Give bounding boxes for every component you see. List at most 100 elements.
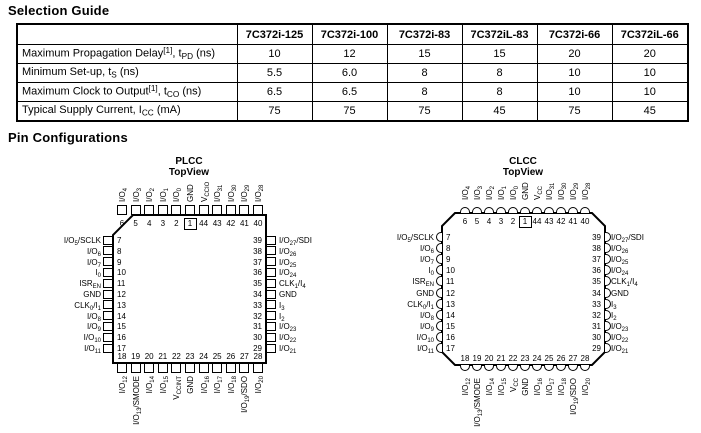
pin-label: I/O10	[339, 333, 434, 344]
pin-label: I/O2	[145, 187, 156, 202]
pin-left	[103, 235, 113, 245]
pin-label: I/O3	[473, 186, 484, 200]
text: I/O	[213, 191, 223, 202]
pin-number: 11	[446, 277, 455, 287]
subscript-text: 0	[97, 273, 101, 280]
subscript-text: CO	[166, 90, 180, 100]
pin-left	[103, 321, 113, 331]
subscript-text: 1	[430, 304, 434, 311]
row-label: Maximum Propagation Delay[1], tPD (ns)	[16, 44, 238, 64]
pin-number: 34	[253, 290, 262, 299]
table-cell-value: 10	[536, 63, 613, 83]
table-row: Typical Supply Current, ICC (mA) 75 75 75 45…	[16, 101, 689, 122]
text: I/O	[83, 333, 95, 343]
pin-right	[605, 309, 611, 320]
table-row: Maximum Propagation Delay[1], tPD (ns) 10…	[16, 44, 689, 64]
pin-bottom	[185, 363, 195, 373]
text: I/O	[611, 332, 622, 342]
pin-top	[171, 205, 182, 215]
subscript-text: 5	[407, 237, 411, 244]
pin-number: 28	[580, 354, 590, 363]
text: I/O	[240, 402, 250, 413]
pin-right	[605, 287, 611, 298]
subscript-text: 6	[430, 248, 434, 255]
subscript-text: 13	[136, 407, 143, 415]
package-view-label: TopView	[168, 167, 210, 178]
pin-number: 34	[592, 288, 601, 298]
subscript-text: 8	[97, 316, 101, 323]
pin-top	[496, 207, 506, 213]
pin-left	[436, 265, 442, 276]
pin-number: 8	[117, 246, 122, 256]
text: , t	[157, 86, 167, 99]
pin-number: 43	[544, 217, 554, 226]
pin-label: I/O30	[227, 184, 238, 202]
text: I/O	[131, 191, 141, 202]
package-title-block: PLCC TopView	[144, 156, 234, 178]
text: GND	[521, 378, 530, 396]
pin-number: 41	[568, 217, 578, 226]
pin-number: 9	[446, 255, 451, 265]
pin-label: I/O27/SDI	[611, 233, 644, 244]
column-header: 7C372i-66	[536, 23, 613, 45]
pin-label: I/O8	[339, 310, 434, 322]
pin-label: I/O5/SCLK	[6, 236, 101, 247]
pin-number: 7	[117, 236, 122, 245]
text: /I	[297, 279, 303, 289]
pin-label: GND	[186, 184, 195, 202]
text: I/O	[461, 189, 470, 200]
pin-bottom	[472, 365, 482, 371]
pin-number: 32	[592, 310, 601, 320]
text: I	[279, 311, 282, 321]
pin-number: 9	[117, 257, 122, 267]
pin-label: I/O3	[131, 188, 143, 202]
subscript-text: 30	[231, 184, 238, 192]
pin-right	[266, 246, 276, 256]
pin-bottom	[212, 363, 223, 373]
pin-left	[103, 289, 113, 299]
pin-label: GND	[279, 290, 297, 299]
text: , t	[172, 48, 182, 61]
subscript-text: 28	[258, 184, 265, 192]
subscript-text: 9	[97, 327, 101, 334]
pin-number: 24	[532, 354, 542, 363]
text: I/O	[131, 414, 141, 425]
pin-right	[266, 289, 276, 299]
subscript-text: CCINT	[177, 376, 184, 395]
subscript-text: 24	[289, 273, 297, 280]
text: I/O	[118, 382, 127, 394]
subscript-text: CC	[141, 108, 154, 118]
subscript-text: 0	[513, 185, 520, 190]
pin-label: I/O15	[497, 378, 508, 395]
chip-body-outline	[441, 212, 606, 366]
text: I/O	[396, 233, 408, 242]
pin-label: I/O27/SDI	[279, 236, 312, 247]
pin-number: 41	[239, 219, 249, 228]
subscript-text: 27	[289, 240, 297, 247]
pin-label: I/O10	[6, 333, 101, 344]
text: I/O	[86, 322, 98, 332]
pin-number: 42	[226, 219, 236, 228]
subscript-text: 21	[289, 348, 297, 355]
subscript-text: 29	[573, 182, 580, 190]
subscript-text: 14	[489, 378, 496, 385]
text: /SDO	[569, 378, 578, 398]
subscript-text: 2	[149, 187, 156, 192]
text: I/O	[485, 189, 494, 200]
table-cell-value: 20	[536, 44, 613, 64]
pin-top	[198, 205, 209, 215]
text: CLK	[611, 277, 627, 287]
row-label: Minimum Set-up, tS (ns)	[16, 63, 238, 83]
pin-number: 15	[117, 322, 126, 332]
pin-number: 27	[239, 352, 249, 361]
subscript-text: 10	[427, 337, 434, 344]
pin-label: VCCINT	[172, 376, 184, 400]
pin-number: 6	[119, 219, 125, 228]
pin-label: I/O18	[557, 378, 568, 395]
pin-label: I/O9	[6, 322, 101, 334]
text: I/O	[485, 384, 494, 396]
subscript-text: 23	[621, 326, 629, 333]
text: I/O	[213, 382, 223, 394]
pin-bottom	[171, 363, 182, 373]
text: I/O	[419, 310, 431, 320]
